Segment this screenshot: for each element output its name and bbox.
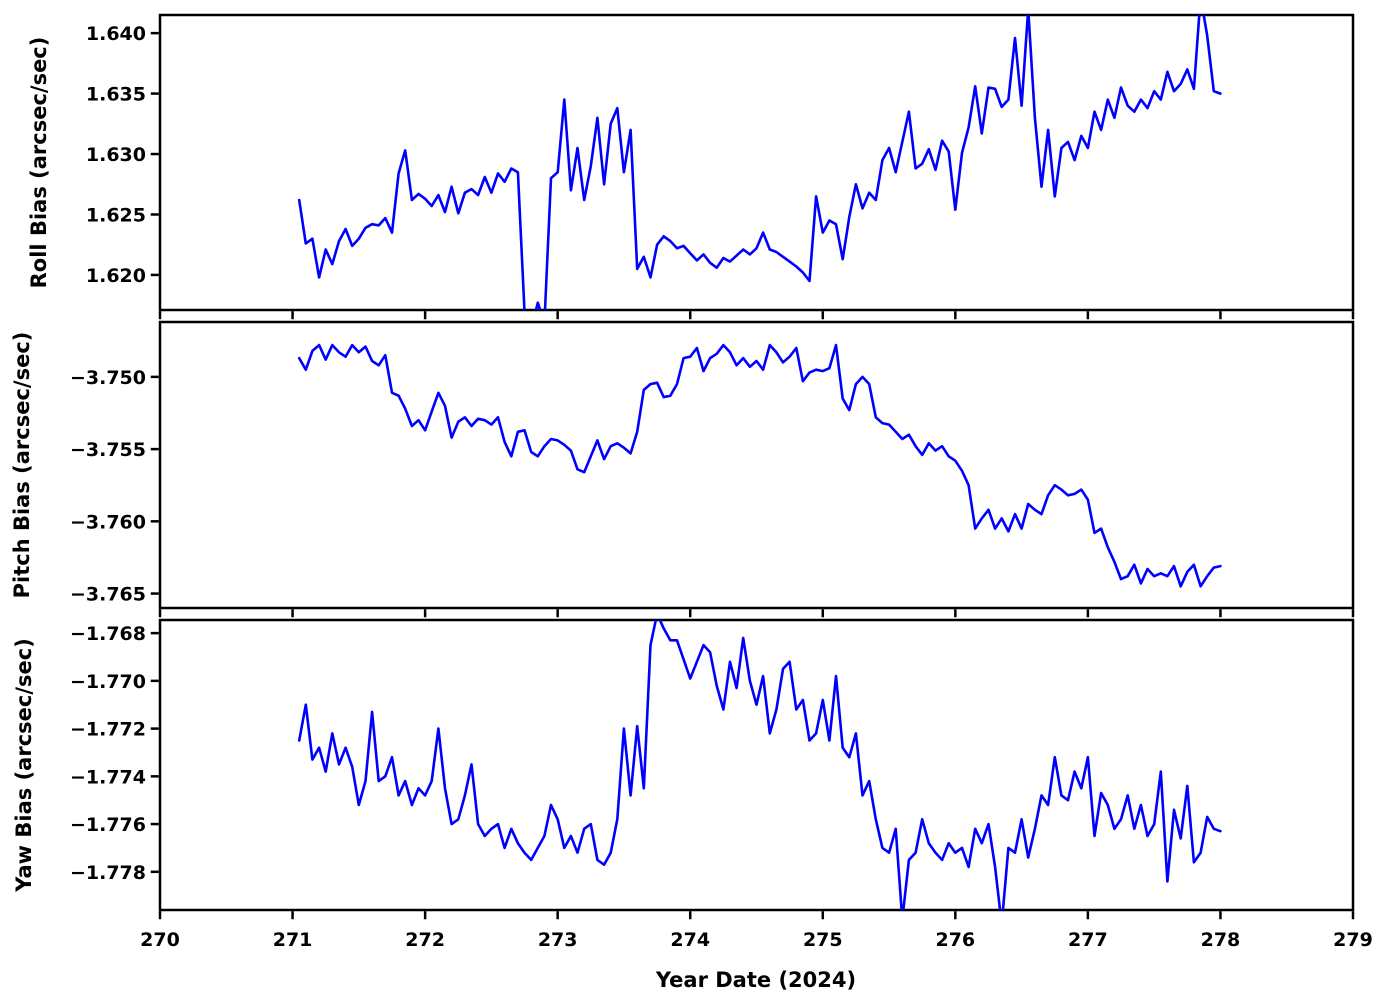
x-tick-label: 277 — [1068, 929, 1108, 951]
yaw-y-tick-label: −1.770 — [70, 671, 146, 693]
yaw-y-tick-label: −1.774 — [70, 766, 146, 788]
x-tick-label: 276 — [935, 929, 975, 951]
pitch-y-tick-label: −3.750 — [70, 367, 146, 389]
x-tick-label: 273 — [538, 929, 578, 951]
pitch-y-tick-label: −3.765 — [70, 584, 146, 606]
yaw-frame — [158, 618, 1355, 912]
yaw-y-axis-label: Yaw Bias (arcsec/sec) — [12, 638, 36, 893]
x-tick-label: 279 — [1333, 929, 1373, 951]
roll-y-tick-label: 1.630 — [86, 144, 146, 166]
roll-y-axis-label: Roll Bias (arcsec/sec) — [27, 37, 51, 289]
x-tick-label: 270 — [140, 929, 180, 951]
x-tick-label: 272 — [405, 929, 445, 951]
roll-series-line — [297, 15, 1222, 310]
roll-y-tick-label: 1.625 — [86, 204, 146, 226]
subplot-roll: 1.640 1.635 1.630 1.625 1.620 — [86, 13, 1355, 320]
roll-y-tick-label: 1.620 — [86, 265, 146, 287]
subplot-yaw: −1.768 −1.770 −1.772 −1.774 −1.776 −1.778 270 2… — [70, 618, 1373, 951]
yaw-y-tick-label: −1.776 — [70, 814, 146, 836]
pitch-y-tick-label: −3.755 — [70, 439, 146, 461]
x-axis-label: Year Date (2024) — [655, 968, 856, 992]
subplot-group: 1.6401.6351.6301.6251.620−3.750−3.755−3.… — [70, 13, 1373, 951]
roll-y-tick-label: 1.640 — [86, 23, 146, 45]
yaw-series-line — [297, 620, 1222, 910]
pitch-y-tick-label: −3.760 — [70, 511, 146, 533]
x-tick-label: 275 — [803, 929, 843, 951]
subplot-pitch: −3.750 −3.755 −3.760 −3.765 — [70, 320, 1355, 618]
yaw-y-tick-label: −1.778 — [70, 862, 146, 884]
x-tick-label: 271 — [273, 929, 313, 951]
x-tick-label: 278 — [1201, 929, 1241, 951]
roll-y-tick-label: 1.635 — [86, 84, 146, 106]
yaw-y-tick-label: −1.768 — [70, 623, 146, 645]
roll-frame — [158, 13, 1355, 312]
yaw-y-tick-label: −1.772 — [70, 719, 146, 741]
pitch-series-line — [297, 343, 1222, 588]
pitch-y-axis-label: Pitch Bias (arcsec/sec) — [10, 332, 34, 599]
pitch-frame — [158, 320, 1355, 610]
x-tick-label: 274 — [670, 929, 710, 951]
